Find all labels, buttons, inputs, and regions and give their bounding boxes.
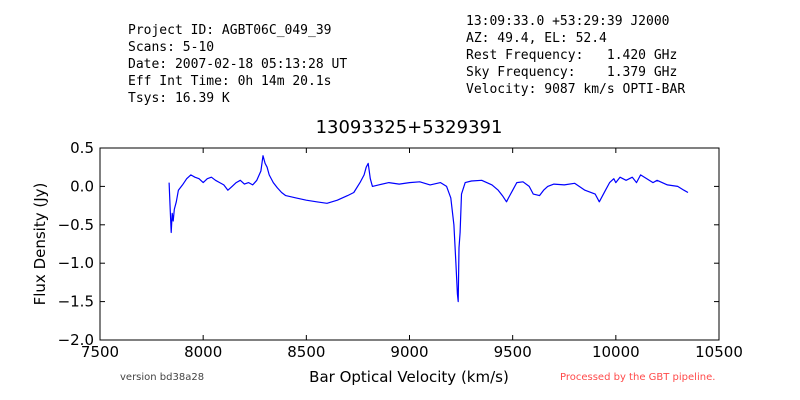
x-axis-label: Bar Optical Velocity (km/s) xyxy=(309,368,509,386)
y-tick-label: 0.0 xyxy=(70,177,94,195)
chart-title: 13093325+5329391 xyxy=(316,117,503,138)
x-tick-label: 7500 xyxy=(81,343,119,361)
header-left-line: Date: 2007-02-18 05:13:28 UT xyxy=(128,57,348,72)
spectrum-line xyxy=(168,155,689,303)
x-tick-label: 8500 xyxy=(287,343,325,361)
y-axis-label: Flux Density (Jy) xyxy=(31,183,49,306)
y-tick-label: −1.0 xyxy=(58,254,94,272)
header-left-line: Eff Int Time: 0h 14m 20.1s xyxy=(128,74,332,89)
y-tick-label: 0.5 xyxy=(70,139,94,157)
y-tick-label: −2.0 xyxy=(58,331,94,349)
header-left-line: Tsys: 16.39 K xyxy=(128,91,230,106)
plot-frame xyxy=(99,147,720,341)
header-right-line: Sky Frequency: 1.379 GHz xyxy=(466,65,678,80)
x-tick-label: 10000 xyxy=(592,343,640,361)
x-tick-label: 10500 xyxy=(695,343,743,361)
x-tick-label: 9000 xyxy=(390,343,428,361)
header-right-line: Rest Frequency: 1.420 GHz xyxy=(466,48,678,63)
y-tick-label: −0.5 xyxy=(58,216,94,234)
header-right-line: AZ: 49.4, EL: 52.4 xyxy=(466,31,607,46)
x-tick-label: 8000 xyxy=(184,343,222,361)
header-left-line: Project ID: AGBT06C_049_39 xyxy=(128,23,332,38)
pipeline-credit: Processed by the GBT pipeline. xyxy=(560,372,715,383)
x-tick-label: 9500 xyxy=(494,343,532,361)
header-left-line: Scans: 5-10 xyxy=(128,40,215,55)
header-right-line: 13:09:33.0 +53:29:39 J2000 xyxy=(466,14,670,29)
y-tick-label: −1.5 xyxy=(58,293,94,311)
version-label: version bd38a28 xyxy=(120,372,204,383)
header-right-line: Velocity: 9087 km/s OPTI-BAR xyxy=(466,82,686,97)
